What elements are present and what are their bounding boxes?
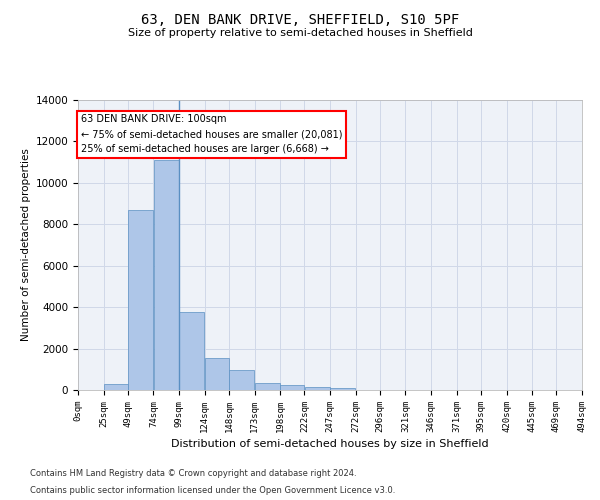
Bar (154, 160, 179, 390)
Text: Contains public sector information licensed under the Open Government Licence v3: Contains public sector information licen… (30, 486, 395, 495)
Text: Contains HM Land Registry data © Crown copyright and database right 2024.: Contains HM Land Registry data © Crown c… (30, 468, 356, 477)
Bar (305, 387, 330, 390)
Bar (229, 370, 254, 390)
Text: Size of property relative to semi-detached houses in Sheffield: Size of property relative to semi-detach… (128, 28, 472, 38)
Bar (205, 358, 229, 390)
Bar (104, 384, 128, 390)
Bar (255, 383, 280, 390)
Text: 63 DEN BANK DRIVE: 100sqm
← 75% of semi-detached houses are smaller (20,081)
25%: 63 DEN BANK DRIVE: 100sqm ← 75% of semi-… (81, 114, 343, 154)
Bar (280, 386, 304, 390)
Text: 63, DEN BANK DRIVE, SHEFFIELD, S10 5PF: 63, DEN BANK DRIVE, SHEFFIELD, S10 5PF (141, 12, 459, 26)
X-axis label: Distribution of semi-detached houses by size in Sheffield: Distribution of semi-detached houses by … (171, 439, 489, 449)
Bar (179, 312, 204, 390)
Bar (128, 210, 153, 390)
Y-axis label: Number of semi-detached properties: Number of semi-detached properties (22, 148, 31, 342)
Bar (330, 388, 355, 390)
